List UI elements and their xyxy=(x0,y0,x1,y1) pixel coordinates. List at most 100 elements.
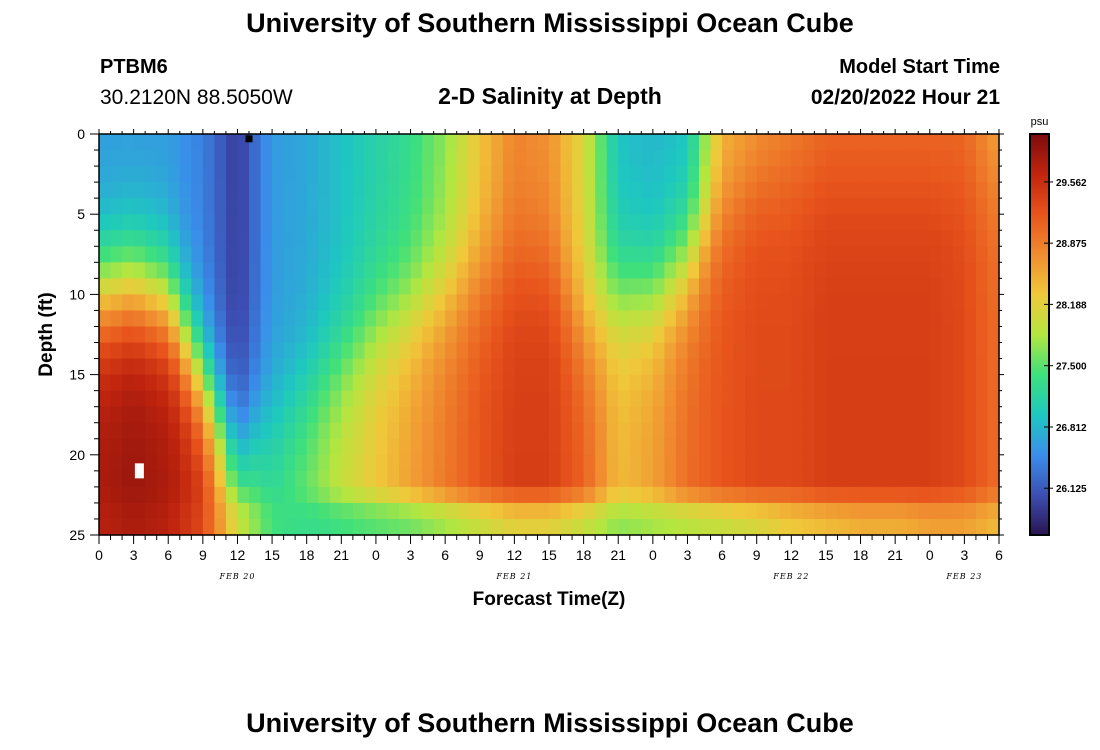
heatmap-cell xyxy=(179,422,192,440)
heatmap-cell xyxy=(722,166,735,183)
x-tick-label: 12 xyxy=(230,547,246,563)
heatmap-cell xyxy=(364,390,377,408)
heatmap-cell xyxy=(929,470,942,488)
heatmap-cell xyxy=(502,230,515,247)
heatmap-cell xyxy=(179,310,192,328)
heatmap-cell xyxy=(318,390,331,408)
heatmap-cell xyxy=(491,374,504,392)
heatmap-cell xyxy=(918,294,931,312)
heatmap-cell xyxy=(849,262,862,279)
heatmap-cell xyxy=(525,358,539,376)
y-tick-label: 15 xyxy=(69,367,85,383)
heatmap-cell xyxy=(502,342,515,360)
heatmap-cell xyxy=(514,182,527,199)
colorbar-unit: psu xyxy=(1031,116,1049,128)
heatmap-cell xyxy=(883,150,896,167)
heatmap-cell xyxy=(722,470,735,488)
heatmap-cell xyxy=(802,278,815,295)
heatmap-cell xyxy=(583,182,596,199)
heatmap-cell xyxy=(502,454,515,472)
heatmap-cell xyxy=(895,390,908,408)
heatmap-cell xyxy=(225,486,239,504)
heatmap-cell xyxy=(710,310,723,328)
heatmap-cell xyxy=(145,182,158,199)
heatmap-cell xyxy=(214,486,227,504)
heatmap-cell xyxy=(502,390,515,408)
heatmap-cell xyxy=(664,390,677,408)
heatmap-cell xyxy=(549,294,562,312)
heatmap-cell xyxy=(468,342,481,360)
heatmap-cell xyxy=(825,214,839,231)
heatmap-cell xyxy=(849,406,862,424)
heatmap-cell xyxy=(906,278,919,295)
heatmap-cell xyxy=(237,422,250,440)
heatmap-cell xyxy=(652,374,665,392)
heatmap-cell xyxy=(260,166,273,183)
heatmap-cell xyxy=(156,230,169,247)
heatmap-cell xyxy=(156,518,169,536)
heatmap-cell xyxy=(306,166,319,183)
heatmap-cell xyxy=(456,342,469,360)
heatmap-cell xyxy=(525,294,539,312)
heatmap-cell xyxy=(479,422,492,440)
heatmap-cell xyxy=(987,278,1000,295)
heatmap-cell xyxy=(191,502,204,520)
heatmap-cell xyxy=(583,438,596,456)
heatmap-cell xyxy=(629,390,642,408)
heatmap-cell xyxy=(918,262,931,279)
heatmap-cell xyxy=(168,486,181,504)
heatmap-cell xyxy=(456,246,469,263)
heatmap-cell xyxy=(364,342,377,360)
heatmap-cell xyxy=(283,150,296,167)
heatmap-cell xyxy=(756,310,769,328)
heatmap-cell xyxy=(110,294,123,312)
heatmap-cell xyxy=(964,518,977,536)
heatmap-cell xyxy=(618,278,631,295)
heatmap-cell xyxy=(964,358,977,376)
heatmap-cell xyxy=(975,342,989,360)
heatmap-cell xyxy=(502,486,515,504)
heatmap-cell xyxy=(99,150,112,167)
heatmap-cell xyxy=(191,390,204,408)
heatmap-cell xyxy=(352,326,365,344)
heatmap-cell xyxy=(191,166,204,183)
heatmap-cell xyxy=(479,342,492,360)
heatmap-cell xyxy=(364,262,377,279)
heatmap-cell xyxy=(491,294,504,312)
heatmap-cell xyxy=(341,486,354,504)
heatmap-cell xyxy=(918,310,931,328)
station-id: PTBM6 xyxy=(100,56,168,78)
heatmap-cell xyxy=(341,262,354,279)
heatmap-cell xyxy=(779,214,792,231)
heatmap-cell xyxy=(329,518,342,536)
heatmap-cell xyxy=(802,358,815,376)
heatmap-cell xyxy=(849,198,862,215)
heatmap-cell xyxy=(272,278,285,295)
heatmap-cell xyxy=(306,406,319,424)
heatmap-cell xyxy=(399,470,412,488)
heatmap-cell xyxy=(525,262,539,279)
heatmap-cell xyxy=(110,310,123,328)
heatmap-cell xyxy=(987,454,1000,472)
heatmap-cell xyxy=(710,486,723,504)
heatmap-cell xyxy=(445,406,458,424)
heatmap-cell xyxy=(468,454,481,472)
heatmap-cell xyxy=(652,166,665,183)
heatmap-cell xyxy=(629,182,642,199)
heatmap-cell xyxy=(191,342,204,360)
heatmap-cell xyxy=(237,454,250,472)
heatmap-cell xyxy=(549,342,562,360)
heatmap-cell xyxy=(202,486,215,504)
heatmap-cell xyxy=(710,294,723,312)
heatmap-cell xyxy=(399,278,412,295)
heatmap-cell xyxy=(237,486,250,504)
heatmap-cell xyxy=(952,454,965,472)
heatmap-cell xyxy=(191,454,204,472)
heatmap-cell xyxy=(952,150,965,167)
heatmap-cell xyxy=(975,374,989,392)
heatmap-cell xyxy=(249,166,262,183)
heatmap-cell xyxy=(433,422,446,440)
heatmap-cell xyxy=(699,294,712,312)
heatmap-cell xyxy=(341,214,354,231)
